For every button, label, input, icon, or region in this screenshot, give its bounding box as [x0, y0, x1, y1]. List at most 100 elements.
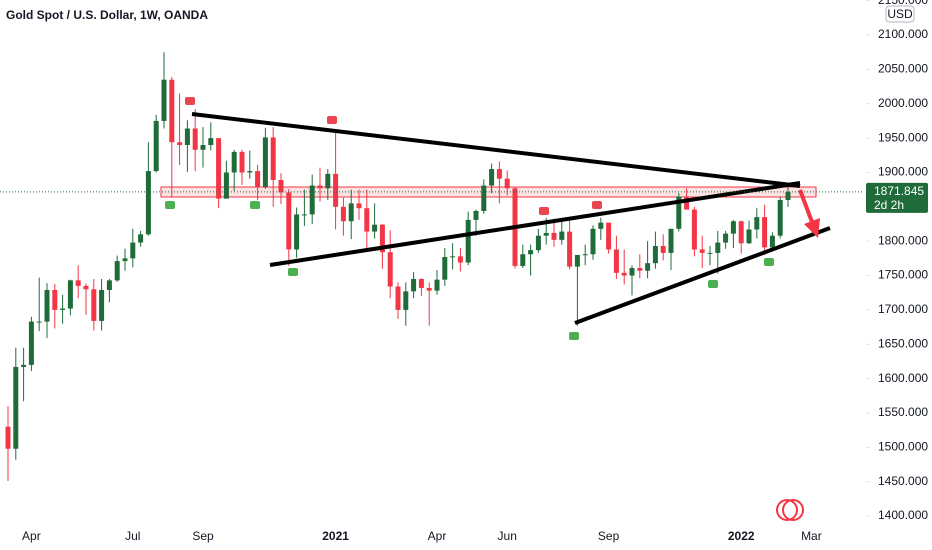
candle-body — [145, 171, 151, 235]
countdown: 2d 2h — [874, 198, 904, 212]
y-tick-label: 1800.000 — [878, 233, 928, 247]
candle-body — [372, 224, 378, 232]
trend-line — [191, 112, 801, 188]
candle-body — [317, 185, 323, 189]
candle-body — [364, 208, 370, 232]
thumb-up — [288, 268, 298, 276]
thumb-down — [185, 97, 195, 105]
candle-body — [403, 291, 409, 310]
candle-body — [699, 249, 705, 253]
y-tick-label: 2100.000 — [878, 27, 928, 41]
candle-body — [465, 219, 471, 263]
y-tick-label: 1650.000 — [878, 336, 928, 350]
logo — [782, 499, 804, 521]
candle-body — [738, 221, 744, 244]
candle-body — [457, 256, 463, 263]
y-tick-label: 1400.000 — [878, 508, 928, 522]
candle-body — [28, 321, 34, 365]
candle-body — [504, 178, 510, 189]
arrow-shaft — [798, 189, 814, 223]
candle-body — [44, 289, 50, 322]
candle-body — [590, 228, 596, 255]
currency: USD — [887, 7, 913, 21]
candle-body — [707, 252, 713, 254]
candle-body — [785, 191, 791, 200]
candle-body — [5, 426, 11, 449]
candle-body — [715, 242, 721, 253]
candle-body — [138, 234, 144, 243]
candle-body — [153, 120, 159, 172]
candle-body — [36, 321, 42, 323]
candle-body — [668, 228, 674, 253]
candle-body — [356, 203, 362, 209]
candle-body — [645, 263, 651, 271]
candle-body — [278, 180, 284, 193]
thumb-up — [569, 332, 579, 340]
candle-body — [629, 267, 635, 276]
candle-body — [177, 142, 183, 145]
candle-body — [574, 254, 580, 267]
trend-line — [269, 181, 801, 267]
candle-body — [348, 203, 354, 222]
x-tick-label: Apr — [428, 529, 447, 543]
candle-body — [52, 289, 58, 310]
candle-body — [723, 233, 729, 243]
overlay — [165, 97, 831, 521]
currency-box[interactable] — [885, 5, 915, 23]
candle-body — [262, 137, 268, 187]
candle-body — [309, 185, 315, 215]
candle-body — [691, 209, 697, 250]
candle-body — [637, 267, 643, 271]
candle-body — [208, 138, 214, 145]
candle-body — [660, 246, 666, 253]
y-tick-label: 1550.000 — [878, 405, 928, 419]
thumb-up — [165, 201, 175, 209]
candle-body — [333, 173, 339, 207]
y-tick-label: 1900.000 — [878, 165, 928, 179]
y-tick-label: 2050.000 — [878, 62, 928, 76]
candle-body — [543, 232, 549, 236]
candle-body — [200, 144, 206, 150]
candle-body — [83, 285, 89, 290]
thumb-down — [539, 207, 549, 215]
thumb-up — [708, 280, 718, 288]
candle-body — [582, 254, 588, 256]
candle-body — [114, 261, 120, 281]
x-tick-label: Sep — [598, 529, 620, 543]
candle-body — [684, 196, 690, 210]
candle-body — [192, 128, 198, 150]
candle-body — [426, 287, 432, 291]
candle-body — [184, 128, 190, 145]
y-tick-label: 1600.000 — [878, 371, 928, 385]
y-tick-label: 1750.000 — [878, 268, 928, 282]
buy-signals — [165, 201, 774, 340]
candle-body — [340, 206, 346, 222]
candles — [5, 52, 791, 482]
thumb-down — [592, 201, 602, 209]
y-tick-label: 2150.000 — [878, 0, 928, 7]
x-tick-label: 2021 — [322, 529, 349, 543]
candle-body — [294, 214, 300, 250]
candle-body — [122, 258, 128, 262]
last-price-label: 1871.845 — [874, 184, 924, 198]
candle-body — [652, 246, 658, 264]
candle-body — [535, 235, 541, 251]
candle-body — [434, 279, 440, 291]
candle-body — [161, 79, 167, 121]
candle-body — [411, 278, 417, 292]
candle-body — [567, 231, 573, 267]
candle-body — [67, 280, 73, 309]
candle-body — [489, 169, 495, 186]
candle-body — [130, 242, 136, 259]
candle-body — [21, 364, 27, 367]
candle-body — [769, 235, 775, 248]
candle-body — [481, 185, 487, 211]
candle-body — [754, 217, 760, 230]
logo — [776, 499, 798, 521]
last-price-box — [866, 182, 928, 213]
candle-body — [286, 192, 292, 250]
candle-body — [387, 252, 393, 287]
y-tick-label: 1500.000 — [878, 440, 928, 454]
candle-body — [473, 210, 479, 220]
